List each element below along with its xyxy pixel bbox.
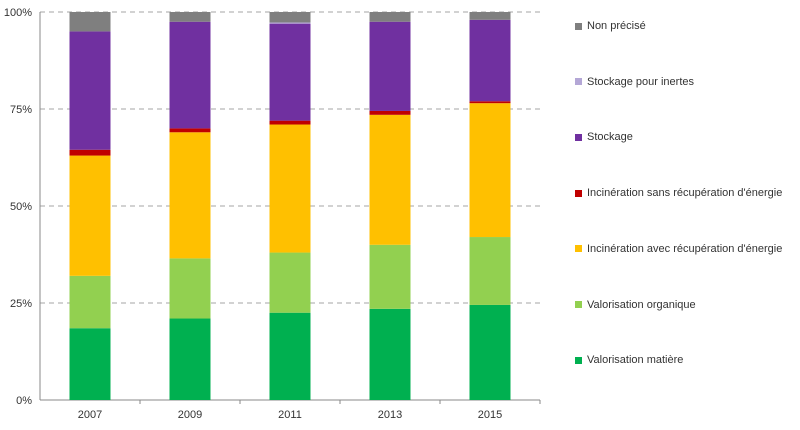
bar-segment xyxy=(169,128,211,133)
legend-label: Stockage xyxy=(587,131,633,144)
y-tick-label: 75% xyxy=(10,104,32,116)
x-tick-label: 2015 xyxy=(478,409,502,421)
bar-segment xyxy=(269,124,311,253)
bar-segment xyxy=(69,12,111,32)
bar-segment xyxy=(369,114,411,245)
legend-swatch xyxy=(575,245,582,253)
bar-segment xyxy=(269,23,311,121)
legend-label: Incinération avec récupération d'énergie xyxy=(587,242,783,255)
y-tick-label: 25% xyxy=(10,298,32,310)
bar-segment xyxy=(469,101,511,104)
bar-segment xyxy=(269,22,311,24)
legend-swatch xyxy=(575,301,582,308)
legend-item: Stockage xyxy=(575,129,633,145)
y-tick-label: 0% xyxy=(16,395,32,407)
bar-segment xyxy=(369,244,411,309)
legend-label: Stockage pour inertes xyxy=(587,75,695,88)
bar-segment xyxy=(469,237,511,305)
bar-segment xyxy=(169,258,211,319)
x-tick-label: 2013 xyxy=(378,409,402,421)
bar-segment xyxy=(469,12,511,20)
bar-segment xyxy=(169,132,211,259)
legend-item: Non précisé xyxy=(575,18,646,34)
legend-label: Valorisation matière xyxy=(587,354,684,367)
legend-swatch xyxy=(575,78,582,86)
legend-item: Incinération avec récupération d'énergie xyxy=(575,241,782,257)
bar-segment xyxy=(69,328,111,400)
bar-segment xyxy=(369,308,411,400)
legend-swatch xyxy=(575,133,582,141)
bar-segment xyxy=(69,275,111,329)
bar-segment xyxy=(469,103,511,238)
legend-swatch xyxy=(575,356,582,364)
bar-segment xyxy=(269,312,311,400)
x-tick-label: 2007 xyxy=(78,409,102,421)
legend-item: Valorisation organique xyxy=(575,297,696,313)
bar-segment xyxy=(369,12,411,22)
bar-segment xyxy=(169,318,211,400)
bar-segment xyxy=(69,155,111,276)
bar-segment xyxy=(169,21,211,129)
legend-label: Non précisé xyxy=(587,20,646,32)
x-tick-label: 2011 xyxy=(278,409,302,421)
bar-segment xyxy=(369,21,411,111)
legend-item: Stockage pour inertes xyxy=(575,74,694,90)
y-tick-label: 50% xyxy=(10,201,32,213)
bar-segment xyxy=(469,304,511,400)
legend-swatch xyxy=(575,189,582,197)
legend-item: Valorisation matière xyxy=(575,352,683,368)
x-tick-label: 2009 xyxy=(178,409,202,421)
legend-item: Incinération sans récupération d'énergie xyxy=(575,185,782,201)
bar-segment xyxy=(269,12,311,23)
bar-segment xyxy=(369,110,411,115)
bar-segment xyxy=(69,31,111,150)
legend-swatch xyxy=(575,22,582,30)
bar-segment xyxy=(469,19,511,102)
y-tick-label: 100% xyxy=(4,7,32,19)
bar-segment xyxy=(169,12,211,22)
bar-segment xyxy=(69,149,111,156)
bar-segment xyxy=(269,252,311,313)
legend-label: Incinération sans récupération d'énergie xyxy=(587,187,783,200)
bar-segment xyxy=(269,120,311,125)
legend-label: Valorisation organique xyxy=(587,298,696,311)
